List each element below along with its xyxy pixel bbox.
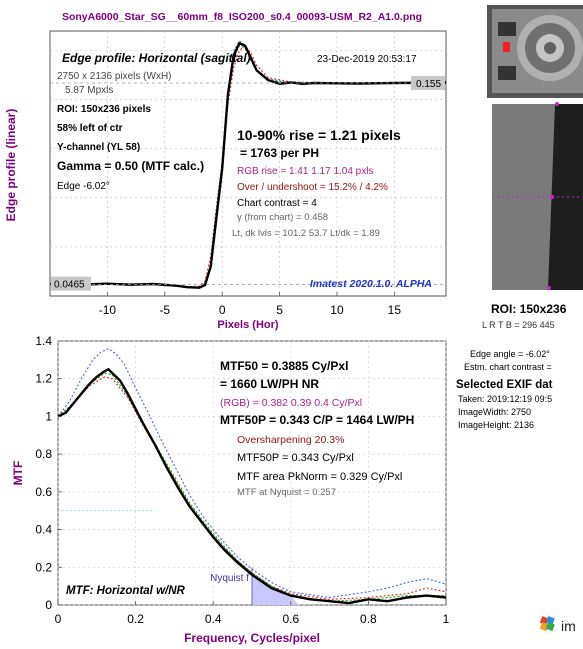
mtf-x-tick-label: 0.6 — [282, 612, 299, 626]
mtf-y-tick-label: 0.6 — [35, 485, 52, 499]
info-pixels: 2750 x 2136 pixels (WxH) — [57, 71, 172, 82]
nyquist-label: Nyquist f — [210, 573, 249, 584]
gamma-from-chart: γ (from chart) = 0.458 — [237, 212, 328, 223]
mtf-chart: 0 0.2 0.4 0.6 0.8 1 0 0.2 0.4 0.6 0.8 1 1.2 1.4 MTF5… — [11, 334, 450, 645]
high-level-label: 0.155 — [416, 79, 441, 90]
edge-x-tick-label: -5 — [159, 303, 170, 317]
mtf-series-b — [57, 347, 447, 599]
mtf-x-tick-label: 0.8 — [360, 612, 377, 626]
roi-title: ROI: 150x236 — [491, 302, 567, 316]
mtf-at-nyquist: MTF at Nyquist = 0.257 — [237, 487, 336, 498]
edge-chart-date: 23-Dec-2019 20:53:17 — [317, 54, 417, 65]
estm-contrast: Estm. chart contrast = — [464, 362, 552, 372]
imatest-watermark: Imatest 2020.1.0. ALPHA — [310, 278, 432, 290]
oversharpening: Oversharpening 20.3% — [237, 434, 344, 446]
mtf50-lwph: = 1660 LW/PH NR — [220, 377, 319, 391]
exif-width: ImageWidth: 2750 — [458, 407, 531, 417]
mtf-y-ticks: 0 0.2 0.4 0.6 0.8 1 1.2 1.4 — [35, 334, 62, 612]
mtf50: MTF50 = 0.3885 Cy/Pxl — [220, 359, 348, 373]
edge-x-tick-label: 15 — [388, 303, 402, 317]
mtf-y-tick-label: 0 — [45, 598, 52, 612]
mtf-x-label: Frequency, Cycles/pixel — [184, 631, 320, 645]
mtf-series-y — [57, 367, 447, 605]
mtf-x-tick-label: 0.4 — [205, 612, 222, 626]
mtf-y-tick-label: 1.4 — [35, 334, 52, 348]
edge-x-label: Pixels (Hor) — [217, 319, 278, 331]
high-level-box — [411, 76, 445, 91]
mtf50-rgb: (RGB) = 0.382 0.39 0.4 Cy/Pxl — [220, 397, 362, 409]
roi-marker — [503, 42, 510, 52]
mtf-y-tick-label: 0.4 — [35, 523, 52, 537]
edge-x-ticks: -10 -5 0 5 10 15 — [99, 292, 402, 317]
mtf-area: MTF area PkNorm = 0.329 Cy/Pxl — [237, 471, 402, 483]
edge-profile-chart: 0.0465 0.155 -10 -5 0 5 10 15 Edge profile: Ho… — [4, 30, 447, 331]
edge-y-label: Edge profile (linear) — [4, 109, 18, 222]
roi-image — [492, 102, 583, 290]
mtf-x-ticks: 0 0.2 0.4 0.6 0.8 1 — [55, 601, 450, 626]
mtf50p: MTF50P = 0.343 C/P = 1464 LW/PH — [220, 413, 414, 427]
edge-info-left: 2750 x 2136 pixels (WxH) 5.87 Mpxls ROI:… — [57, 71, 204, 192]
info-channel: Y-channel (YL 58) — [57, 142, 140, 153]
edge-info-right: 10-90% rise = 1.21 pixels = 1763 per PH … — [232, 127, 401, 239]
mtf-y-tick-label: 1.2 — [35, 372, 52, 386]
low-level-label: 0.0465 — [54, 280, 85, 291]
light-dark-levels: Lt, dk lvls = 101.2 53.7 Lt/dk = 1.89 — [232, 228, 380, 239]
info-position: 58% left of ctr — [57, 123, 123, 134]
imatest-logo-icon — [539, 616, 555, 632]
edge-x-tick-label: 0 — [219, 303, 226, 317]
exif-height: ImageHeight: 2136 — [458, 420, 534, 430]
mtf-y-tick-label: 0.2 — [35, 560, 52, 574]
overshoot: Over / undershoot = 15.2% / 4.2% — [237, 182, 388, 193]
mtf-info: MTF50 = 0.3885 Cy/Pxl = 1660 LW/PH NR (R… — [220, 359, 414, 498]
edge-chart-title: Edge profile: Horizontal (sagittal) — [62, 51, 251, 65]
mtf-series-r — [57, 376, 447, 600]
edge-x-tick-label: 10 — [330, 303, 344, 317]
mtf-grid — [57, 340, 447, 606]
chart-contrast: Chart contrast = 4 — [237, 198, 317, 209]
info-mpxls: 5.87 Mpxls — [65, 85, 113, 96]
edge-angle: Edge angle = -6.02° — [470, 349, 550, 359]
rise-title: 10-90% rise = 1.21 pixels — [237, 127, 401, 143]
mtf-series — [57, 347, 447, 605]
exif-title: Selected EXIF dat — [456, 379, 553, 391]
info-gamma: Gamma = 0.50 (MTF calc.) — [57, 159, 204, 173]
low-level-box — [51, 276, 91, 291]
roi-lrtb: L R T B = 296 445 — [482, 320, 555, 330]
mtf-y-tick-label: 0.8 — [35, 447, 52, 461]
mtf-y-label: MTF — [11, 461, 25, 486]
mtf-chart-title: MTF: Horizontal w/NR — [66, 585, 186, 597]
rise-per-ph: = 1763 per PH — [240, 146, 319, 160]
chart-thumbnail — [487, 5, 583, 98]
edge-levels: 0.0465 0.155 — [50, 76, 446, 291]
mtf-x-tick-label: 0 — [55, 612, 62, 626]
logo-text: im — [561, 618, 576, 634]
info-edge: Edge -6.02° — [57, 181, 110, 192]
mtf50p-cypxl: MTF50P = 0.343 Cy/Pxl — [237, 452, 354, 464]
side-panel: ROI: 150x236 L R T B = 296 445 Edge angl… — [456, 5, 583, 634]
edge-grid — [50, 31, 446, 296]
exif-taken: Taken: 2019:12:19 09:5 — [458, 394, 552, 404]
edge-plot-frame — [49, 30, 447, 297]
mtf-y-tick-label: 1 — [45, 409, 52, 423]
mtf-x-tick-label: 1 — [443, 612, 450, 626]
mtf-x-tick-label: 0.2 — [127, 612, 144, 626]
rgb-rise: RGB rise = 1.41 1.17 1.04 pxls — [237, 166, 373, 177]
info-roi: ROI: 150x236 pixels — [57, 104, 151, 115]
file-title: SonyA6000_Star_SG__60mm_f8_ISO200_s0.4_0… — [62, 11, 422, 23]
edge-x-tick-label: 5 — [276, 303, 283, 317]
edge-x-tick-label: -10 — [99, 303, 117, 317]
